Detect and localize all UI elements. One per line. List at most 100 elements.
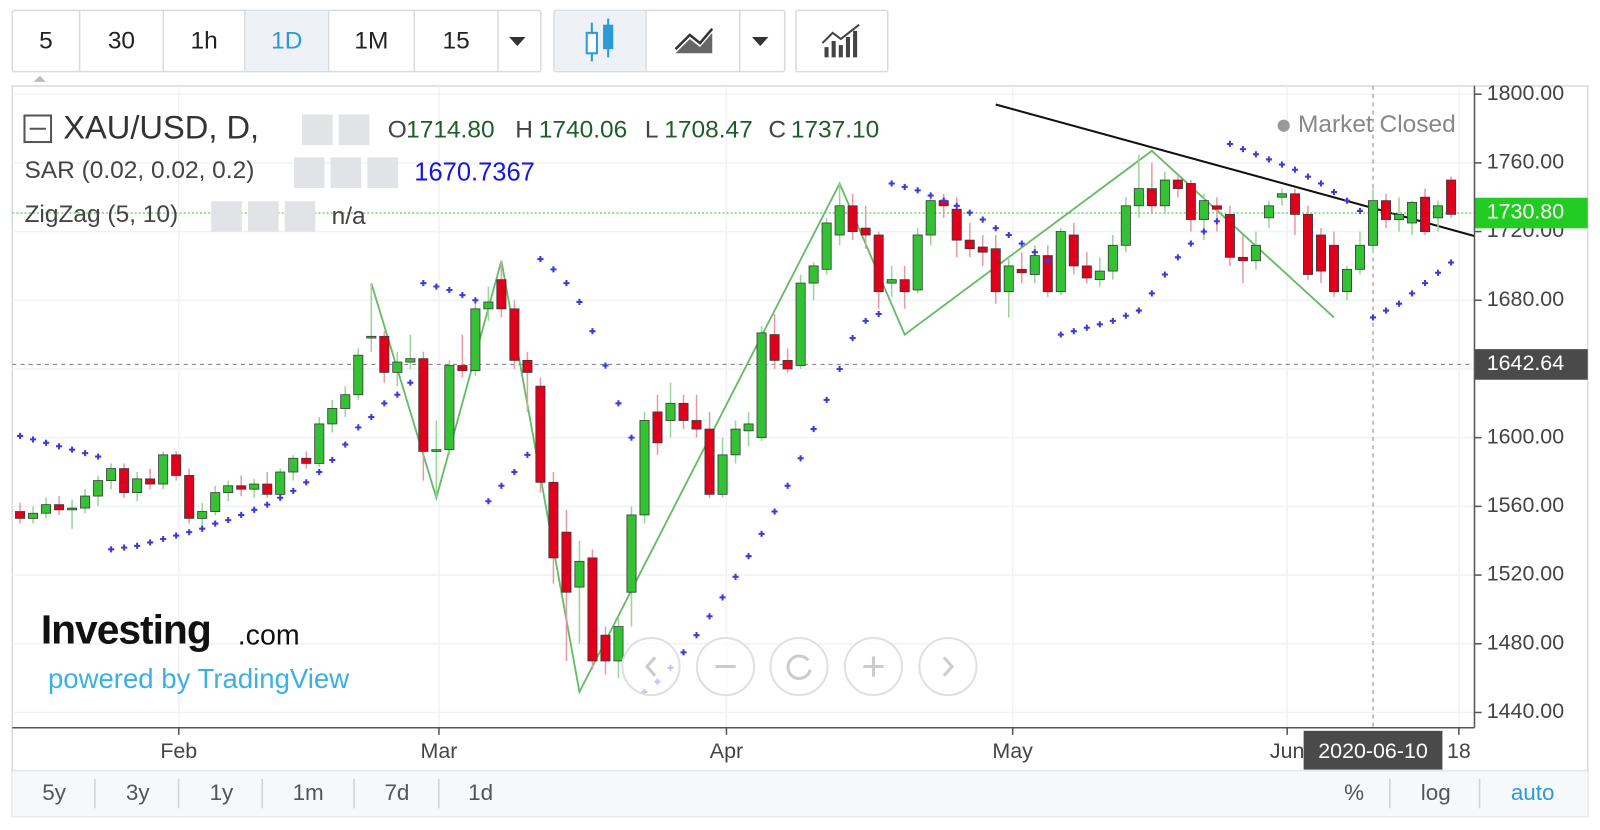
brand: Investing bbox=[41, 607, 211, 653]
range-button[interactable]: 5y bbox=[42, 780, 66, 805]
line-icon bbox=[674, 27, 714, 51]
candle-body bbox=[236, 485, 247, 490]
candle-body bbox=[860, 227, 871, 236]
collapse-arrow[interactable] bbox=[33, 75, 46, 82]
sar-point bbox=[719, 594, 726, 601]
sar-point bbox=[563, 280, 570, 287]
sar-point bbox=[524, 451, 531, 458]
sar-point bbox=[1448, 259, 1455, 266]
candle-body bbox=[912, 234, 923, 291]
candle-body bbox=[717, 454, 728, 495]
settings-icon[interactable] bbox=[330, 157, 362, 188]
candle-body bbox=[509, 308, 520, 361]
interval-button[interactable]: 30 bbox=[108, 28, 135, 55]
candle-body bbox=[1250, 244, 1261, 262]
candle-body bbox=[652, 411, 663, 444]
interval-dropdown[interactable] bbox=[509, 36, 526, 47]
eye-icon[interactable] bbox=[302, 114, 333, 146]
area-icon[interactable] bbox=[675, 32, 713, 54]
candle-body bbox=[1315, 234, 1326, 272]
eye-icon[interactable] bbox=[293, 157, 325, 188]
sar-point bbox=[1200, 228, 1207, 235]
sar-point bbox=[134, 542, 141, 549]
sar-point bbox=[329, 456, 336, 464]
sar-point bbox=[602, 362, 609, 369]
ohlc-value: 1708.47 bbox=[664, 116, 752, 143]
sar-point bbox=[771, 508, 778, 515]
candle-body bbox=[379, 335, 390, 373]
range-button[interactable]: 1m bbox=[293, 780, 324, 805]
scale-option[interactable]: auto bbox=[1511, 780, 1555, 805]
sar-point bbox=[342, 441, 349, 448]
plot: 1440.001480.001520.001560.001600.001640.… bbox=[12, 81, 1588, 770]
sar-point bbox=[888, 180, 895, 187]
interval-button[interactable]: 1D bbox=[271, 28, 302, 55]
scale-option[interactable]: log bbox=[1421, 780, 1451, 805]
sar-point bbox=[537, 255, 544, 263]
interval-button[interactable]: 15 bbox=[443, 28, 470, 55]
eye-icon[interactable] bbox=[211, 201, 242, 232]
sar-value: 1670.7367 bbox=[414, 158, 535, 186]
reset[interactable] bbox=[769, 636, 829, 697]
candle-body bbox=[1381, 200, 1392, 220]
sar-point bbox=[82, 450, 89, 457]
scroll-right[interactable] bbox=[918, 636, 978, 697]
settings-icon[interactable] bbox=[247, 201, 279, 232]
candle-body bbox=[704, 428, 715, 495]
interval-button[interactable]: 1h bbox=[190, 28, 217, 55]
crosshair-x-box bbox=[1303, 730, 1443, 770]
sar-point bbox=[1356, 207, 1364, 215]
sar-point bbox=[758, 530, 765, 537]
candle-body bbox=[301, 457, 312, 464]
candle-body bbox=[1185, 183, 1196, 220]
candle-body bbox=[847, 205, 858, 232]
separators bbox=[78, 10, 499, 72]
candle-icon[interactable] bbox=[585, 18, 614, 62]
indicators-button[interactable] bbox=[795, 9, 889, 73]
type-dropdown[interactable] bbox=[752, 36, 769, 47]
scale-option[interactable]: % bbox=[1344, 780, 1364, 805]
sar-point bbox=[836, 365, 843, 373]
sar-point bbox=[225, 517, 232, 524]
market-status: Market Closed bbox=[1298, 111, 1456, 138]
candle-body bbox=[1146, 188, 1157, 207]
candle-body bbox=[392, 361, 403, 373]
candle-body bbox=[54, 504, 65, 511]
range-button[interactable]: 3y bbox=[126, 780, 150, 805]
settings-icon[interactable] bbox=[338, 114, 370, 146]
range-button[interactable]: 1y bbox=[210, 780, 234, 805]
candle-body bbox=[769, 334, 780, 361]
sar-point bbox=[56, 443, 63, 450]
range-button[interactable]: 1d bbox=[468, 780, 493, 805]
candle-body bbox=[1433, 205, 1444, 219]
sar-point bbox=[1421, 280, 1429, 287]
sar-point bbox=[1187, 240, 1194, 247]
candle-body bbox=[1107, 244, 1118, 272]
sar-point bbox=[914, 187, 921, 194]
sar-point bbox=[1239, 146, 1246, 153]
interval-button[interactable]: 5 bbox=[39, 28, 53, 55]
sar-point bbox=[1369, 314, 1377, 321]
sar-point bbox=[1265, 156, 1272, 163]
scroll-left[interactable] bbox=[621, 636, 681, 697]
interval-button[interactable]: 1M bbox=[354, 28, 388, 55]
sar-point bbox=[303, 479, 310, 486]
remove-icon[interactable] bbox=[367, 157, 398, 188]
sar-point bbox=[745, 553, 752, 560]
sar-point bbox=[29, 436, 37, 443]
last-price-label: 1730.80 bbox=[1487, 200, 1564, 224]
ohlc-value: 1740.06 bbox=[539, 116, 627, 143]
remove-icon[interactable] bbox=[284, 201, 316, 232]
y-tick-label: 1800.00 bbox=[1487, 81, 1564, 105]
sar-point bbox=[264, 501, 271, 508]
sar-point bbox=[238, 511, 245, 519]
range-button[interactable]: 7d bbox=[384, 780, 409, 805]
sar-point bbox=[979, 216, 986, 223]
last-price-box bbox=[1474, 197, 1588, 229]
collapse-legend[interactable] bbox=[23, 114, 53, 144]
sar-label: SAR (0.02, 0.02, 0.2) bbox=[24, 157, 254, 184]
sar-point bbox=[251, 506, 258, 513]
sar-point bbox=[966, 209, 973, 216]
candle-body bbox=[1016, 268, 1027, 274]
candle-body bbox=[132, 478, 143, 494]
